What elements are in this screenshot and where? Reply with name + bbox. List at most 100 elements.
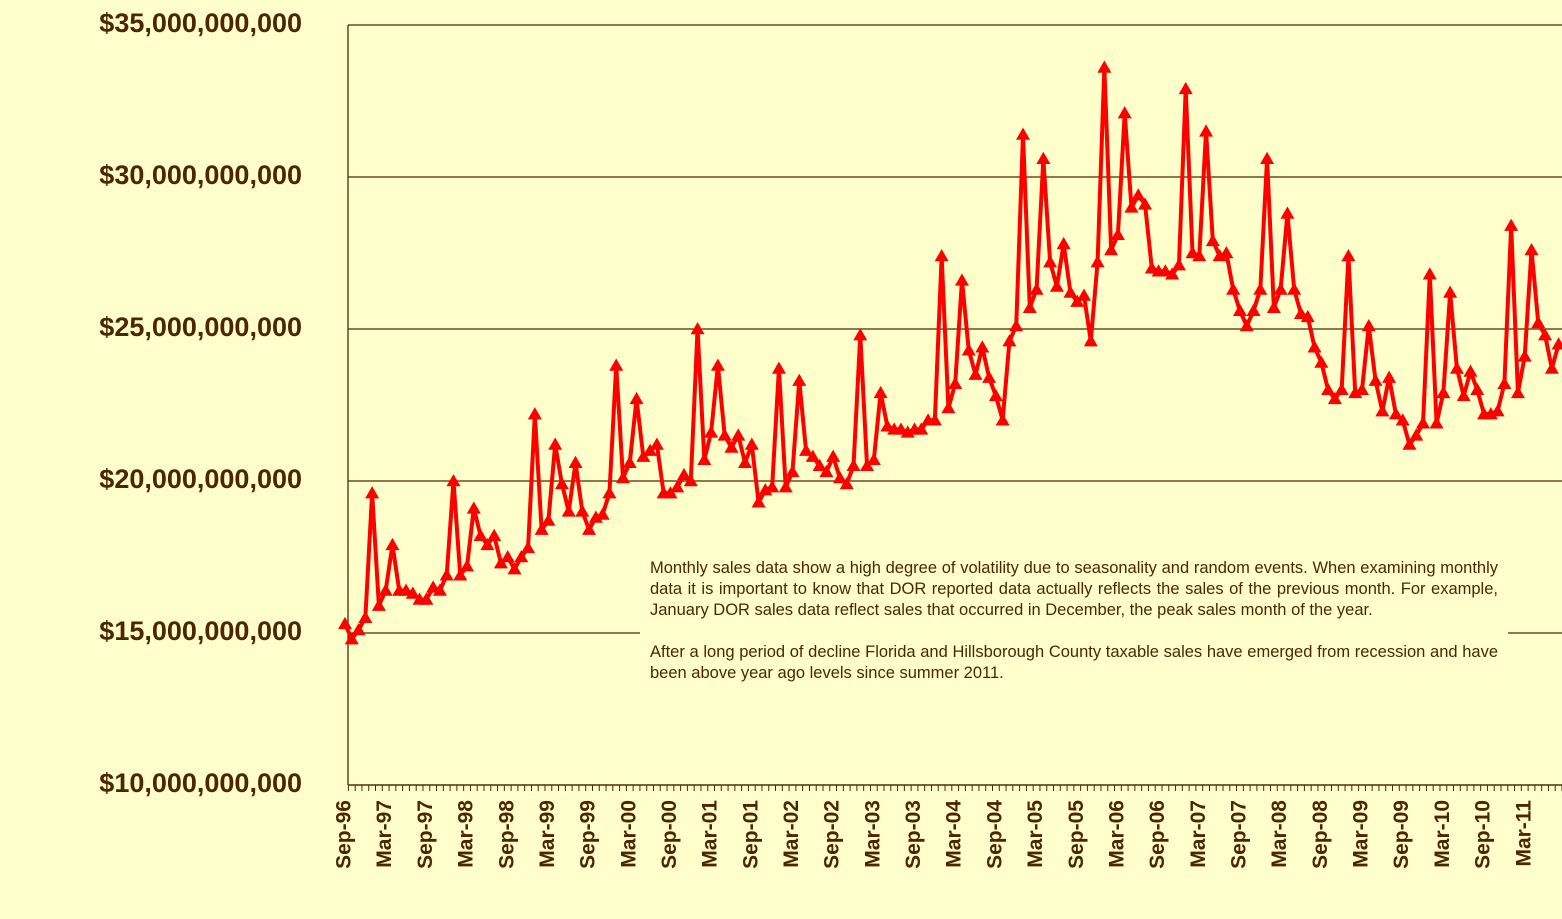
y-tick-label: $35,000,000,000 bbox=[99, 8, 302, 38]
point-marker bbox=[846, 458, 861, 472]
point-marker bbox=[1110, 227, 1125, 241]
x-tick-label: Sep-10 bbox=[1472, 800, 1495, 869]
point-marker bbox=[785, 464, 800, 478]
point-marker bbox=[602, 486, 617, 499]
point-marker bbox=[622, 455, 637, 469]
point-marker bbox=[521, 540, 536, 554]
point-marker bbox=[1470, 382, 1485, 396]
point-marker bbox=[541, 513, 556, 526]
point-marker bbox=[1368, 373, 1383, 386]
point-marker bbox=[1056, 236, 1071, 250]
point-marker bbox=[819, 464, 834, 478]
point-marker bbox=[1544, 361, 1559, 374]
point-marker bbox=[1497, 376, 1512, 389]
point-marker bbox=[826, 449, 841, 462]
point-marker bbox=[1192, 249, 1207, 262]
point-marker bbox=[1049, 279, 1064, 292]
point-marker bbox=[961, 343, 976, 356]
point-marker bbox=[1361, 318, 1376, 332]
point-marker bbox=[453, 568, 468, 581]
point-marker bbox=[1375, 404, 1390, 417]
point-marker bbox=[1171, 258, 1186, 271]
point-marker bbox=[771, 361, 786, 374]
point-marker bbox=[473, 528, 488, 541]
x-tick-label: Mar-04 bbox=[943, 800, 966, 868]
point-marker bbox=[1090, 255, 1105, 268]
point-marker bbox=[1321, 382, 1336, 396]
point-marker bbox=[927, 413, 942, 426]
point-marker bbox=[832, 470, 847, 484]
point-marker bbox=[1422, 267, 1437, 280]
point-marker bbox=[1314, 355, 1329, 368]
x-tick-label: Mar-00 bbox=[617, 800, 640, 868]
point-marker bbox=[1517, 349, 1532, 362]
point-marker bbox=[1510, 385, 1525, 399]
x-tick-label: Sep-01 bbox=[739, 800, 762, 869]
point-marker bbox=[480, 537, 495, 551]
point-marker bbox=[697, 452, 712, 465]
point-marker bbox=[548, 437, 563, 450]
point-marker bbox=[1300, 309, 1315, 323]
x-tick-label: Mar-97 bbox=[373, 800, 396, 868]
point-marker bbox=[1490, 404, 1505, 417]
point-marker bbox=[1219, 246, 1234, 259]
point-marker bbox=[1016, 127, 1030, 140]
point-marker bbox=[1083, 334, 1098, 347]
point-marker bbox=[1022, 300, 1037, 313]
x-tick-label: Mar-06 bbox=[1105, 800, 1128, 868]
point-marker bbox=[778, 480, 793, 493]
point-marker bbox=[1063, 285, 1078, 298]
point-marker bbox=[514, 550, 529, 563]
point-marker bbox=[717, 428, 732, 441]
point-marker bbox=[351, 622, 366, 636]
x-tick-label: Mar-05 bbox=[1024, 800, 1047, 868]
point-marker bbox=[1280, 206, 1295, 219]
point-marker bbox=[365, 486, 380, 499]
point-marker bbox=[1273, 282, 1288, 295]
point-marker bbox=[941, 401, 956, 414]
point-marker bbox=[1077, 288, 1092, 301]
point-marker bbox=[609, 358, 624, 371]
annotation: After a long period of decline Florida a… bbox=[650, 643, 1498, 682]
point-marker bbox=[1388, 407, 1403, 420]
x-tick-label: Mar-99 bbox=[536, 800, 559, 868]
point-marker bbox=[1138, 197, 1153, 210]
point-marker bbox=[446, 474, 461, 487]
point-marker bbox=[358, 610, 373, 624]
point-marker bbox=[954, 273, 969, 286]
x-tick-label: Sep-05 bbox=[1065, 800, 1088, 869]
point-marker bbox=[1355, 382, 1369, 396]
point-marker bbox=[1449, 361, 1464, 374]
y-tick-label: $10,000,000,000 bbox=[99, 768, 302, 798]
point-marker bbox=[378, 583, 393, 596]
point-marker bbox=[988, 388, 1003, 402]
point-marker bbox=[1266, 300, 1281, 313]
point-marker bbox=[765, 480, 780, 493]
x-tick-label: Sep-09 bbox=[1390, 800, 1413, 869]
point-marker bbox=[677, 467, 691, 481]
point-marker bbox=[792, 373, 807, 386]
y-tick-label: $30,000,000,000 bbox=[99, 160, 302, 190]
point-marker bbox=[1104, 242, 1119, 256]
point-marker bbox=[683, 474, 698, 487]
point-marker bbox=[670, 480, 685, 493]
point-marker bbox=[1463, 364, 1478, 377]
point-marker bbox=[1009, 318, 1024, 332]
point-marker bbox=[1232, 303, 1247, 317]
point-marker bbox=[405, 586, 420, 599]
point-marker bbox=[1124, 200, 1139, 213]
point-marker bbox=[582, 522, 597, 535]
point-marker bbox=[724, 440, 739, 453]
x-tick-label: Mar-07 bbox=[1187, 800, 1210, 868]
x-tick-label: Mar-02 bbox=[780, 800, 803, 868]
point-marker bbox=[1531, 315, 1546, 329]
point-marker bbox=[982, 370, 997, 383]
point-marker bbox=[1443, 285, 1458, 298]
point-marker bbox=[1253, 282, 1268, 295]
point-marker bbox=[527, 407, 542, 420]
point-marker bbox=[1416, 416, 1431, 429]
point-marker bbox=[853, 328, 868, 341]
point-marker bbox=[507, 562, 522, 575]
x-tick-label: Mar-09 bbox=[1350, 800, 1373, 868]
point-marker bbox=[995, 413, 1010, 426]
